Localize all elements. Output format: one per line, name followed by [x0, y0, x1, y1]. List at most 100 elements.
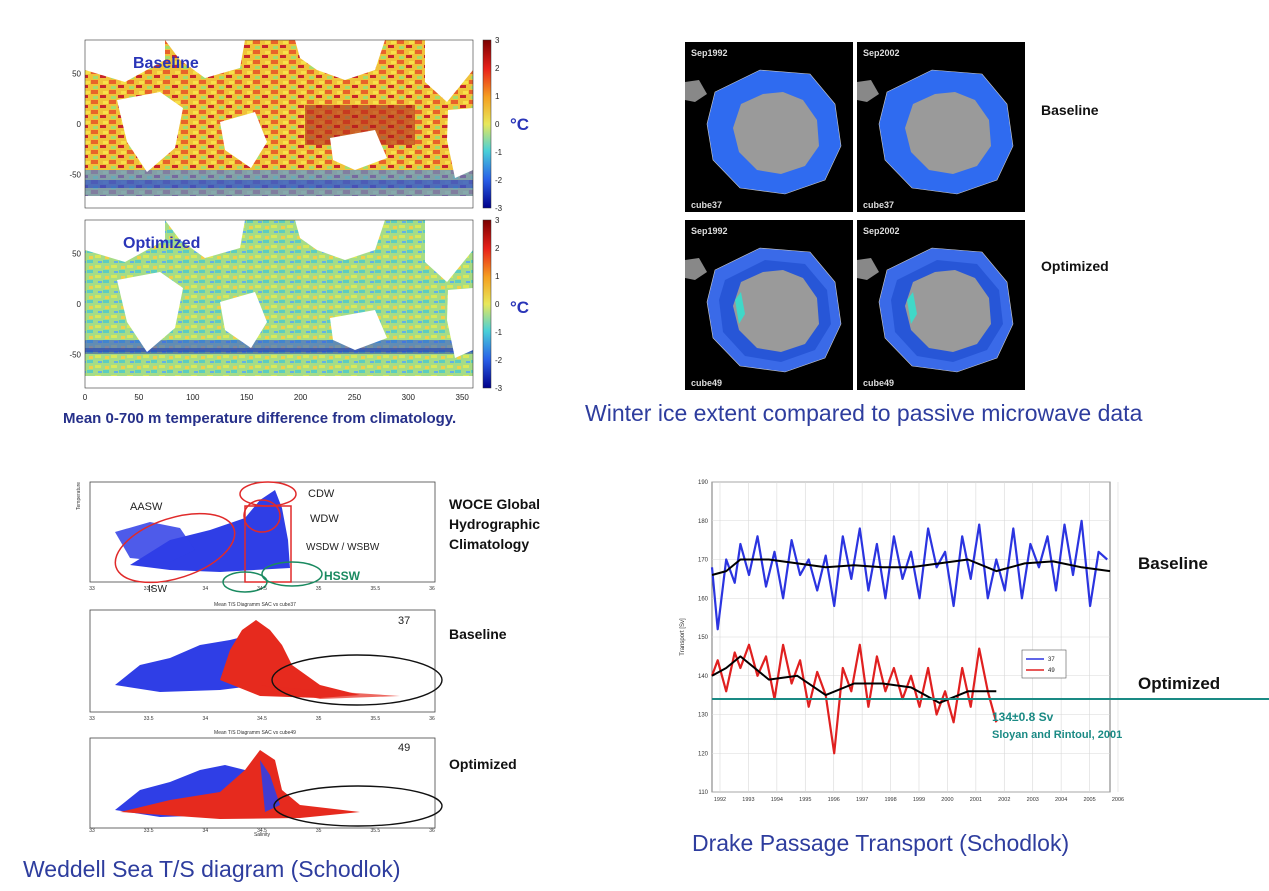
colorbar-tick-label: 0 — [495, 120, 500, 129]
salinity-tick-label: 35.5 — [370, 828, 380, 834]
lon-tick-label: 0 — [83, 393, 88, 402]
ice-row-label-baseline: Baseline — [1041, 102, 1099, 118]
colorbar-tick-label: -3 — [495, 384, 503, 393]
baseline-unit-label: °C — [510, 115, 529, 134]
x-tick-label: 1997 — [856, 797, 868, 803]
y-tick-label: 170 — [698, 558, 709, 564]
y-tick-label: 130 — [698, 713, 709, 719]
ts-xlabel: Salinity — [254, 832, 271, 838]
drake-chart-title: Drake Passage Transport (Schodlok) — [692, 830, 1070, 856]
salinity-tick-label: 34.5 — [257, 586, 267, 592]
ice-panel-date: Sep1992 — [691, 226, 728, 236]
ice-panel-run: cube37 — [863, 200, 895, 210]
water-mass-aasw: AASW — [130, 501, 163, 513]
colorbar-tick-label: 2 — [495, 244, 500, 253]
x-tick-label: 1998 — [884, 797, 896, 803]
salinity-tick-label: 35 — [316, 586, 322, 592]
salinity-tick-label: 35 — [316, 716, 322, 722]
optimized-temperature-map: Optimized °C — [84, 219, 529, 389]
ice-extent-map — [685, 69, 842, 195]
y-tick-label: 150 — [698, 635, 709, 641]
legend-entry: 49 — [1048, 668, 1055, 674]
salinity-tick-label: 33 — [89, 828, 95, 834]
y-tick-label: 160 — [698, 596, 709, 602]
lon-tick-label: 50 — [134, 393, 143, 402]
x-tick-label: 2004 — [1055, 797, 1067, 803]
ice-extent-panel: Sep1992 cube49 — [685, 220, 853, 390]
colorbar-tick-label: -3 — [495, 204, 503, 213]
ts-diagram-section: AASW CDW WDW WSDW / WSBW HSSW ISW Mean T… — [20, 470, 580, 891]
y-tick-label: 180 — [698, 519, 709, 525]
ice-extent-section: Sep1992 cube37 Sep2002 cube37 Sep1992 cube49 S… — [575, 38, 1269, 438]
x-tick-label: 1995 — [799, 797, 811, 803]
ice-extent-map — [857, 247, 1014, 373]
ts-panel-number-49: 49 — [398, 742, 410, 754]
ice-panel-date: Sep2002 — [863, 226, 900, 236]
ts-diagram-ticks: 33 33.5 34 34.5 35 35.5 36 33 33.5 34 34.5 35 35.5 36… — [89, 586, 435, 834]
temperature-maps-caption: Mean 0-700 m temperature difference from… — [63, 410, 457, 427]
ts-row-label-optimized: Optimized — [449, 756, 517, 772]
ts-row-label-baseline: Baseline — [449, 626, 507, 642]
x-tick-label: 2002 — [998, 797, 1010, 803]
salinity-tick-label: 34 — [203, 586, 209, 592]
ice-panel-date: Sep1992 — [691, 48, 728, 58]
legend-entry: 37 — [1048, 657, 1055, 663]
ts-panel-number-37: 37 — [398, 615, 410, 627]
y-tick-label: 140 — [698, 674, 709, 680]
salinity-tick-label: 34 — [203, 716, 209, 722]
water-mass-wsdw: WSDW / WSBW — [306, 542, 380, 553]
water-mass-cdw: CDW — [308, 488, 335, 500]
salinity-tick-label: 36 — [429, 716, 435, 722]
x-tick-label: 1994 — [771, 797, 783, 803]
salinity-tick-label: 33 — [89, 716, 95, 722]
ts-diagram-caption: Weddell Sea T/S diagram (Schodlok) — [23, 856, 401, 882]
series-line-2 — [710, 643, 998, 755]
ts-panel-title-49: Mean T/S Diagramm SAC vs cube49 — [214, 730, 296, 736]
x-tick-label: 1992 — [714, 797, 726, 803]
colorbar-tick-label: 1 — [495, 272, 500, 281]
x-tick-label: 2000 — [941, 797, 953, 803]
y-tick-label: 120 — [698, 751, 709, 757]
ice-extent-panel: Sep2002 cube49 — [857, 220, 1025, 390]
salinity-tick-label: 35.5 — [370, 716, 380, 722]
legend-box — [1021, 649, 1067, 679]
lat-tick-label: 50 — [72, 250, 81, 259]
ice-row-label-optimized: Optimized — [1041, 258, 1109, 274]
ice-extent-panel: Sep1992 cube37 — [685, 42, 853, 212]
optimized-unit-label: °C — [510, 298, 529, 317]
ice-panel-run: cube49 — [691, 378, 723, 388]
ts-row-label-woce: WOCE Global Hydrographic Climatology — [449, 496, 541, 552]
salinity-tick-label: 33.5 — [144, 828, 154, 834]
ice-extent-caption: Winter ice extent compared to passive mi… — [585, 400, 1143, 426]
salinity-tick-label: 34.5 — [257, 828, 267, 834]
ts-panel-woce: AASW CDW WDW WSDW / WSBW HSSW ISW — [89, 481, 436, 595]
salinity-tick-label: 34 — [203, 828, 209, 834]
x-tick-label: 2003 — [1027, 797, 1039, 803]
water-mass-wdw: WDW — [310, 513, 339, 525]
salinity-tick-label: 33.5 — [144, 716, 154, 722]
y-axis-label: Transport [Sv] — [680, 618, 686, 656]
drake-transport-section: 110 120 130 140 150 160 170 180 190 1992 1993 1994 1… — [670, 470, 1269, 891]
colorbar-tick-label: 2 — [495, 64, 500, 73]
temperature-maps-section: Baseline °C Optimized °C — [55, 30, 585, 440]
temperature-map-ticks: 50 0 -50 3 2 1 0 -1 -2 -3 50 0 -50 3 2 1 0 -1 -2 -3 0 50 100 15… — [69, 36, 502, 402]
x-tick-label: 2006 — [1112, 797, 1124, 803]
salinity-tick-label: 36 — [429, 586, 435, 592]
lon-tick-label: 300 — [402, 393, 416, 402]
lat-tick-label: 0 — [77, 120, 82, 129]
x-tick-label: 1996 — [828, 797, 840, 803]
y-tick-label: 110 — [698, 790, 708, 796]
water-mass-hssw: HSSW — [324, 569, 361, 583]
colorbar-tick-label: 1 — [495, 92, 500, 101]
water-mass-isw: ISW — [148, 584, 167, 595]
temperature-maps-figure: Baseline °C Optimized °C — [69, 36, 529, 402]
lat-tick-label: -50 — [69, 170, 81, 179]
ts-panel-optimized: 49 — [89, 737, 443, 829]
salinity-tick-label: 36 — [429, 828, 435, 834]
drake-row-label-baseline: Baseline — [1138, 554, 1208, 573]
ice-panel-date: Sep2002 — [863, 48, 900, 58]
salinity-tick-label: 35 — [316, 828, 322, 834]
colorbar-tick-label: 0 — [495, 300, 500, 309]
ts-panel-baseline: 37 — [89, 609, 443, 713]
ice-extent-panel: Sep2002 cube37 — [857, 42, 1025, 212]
